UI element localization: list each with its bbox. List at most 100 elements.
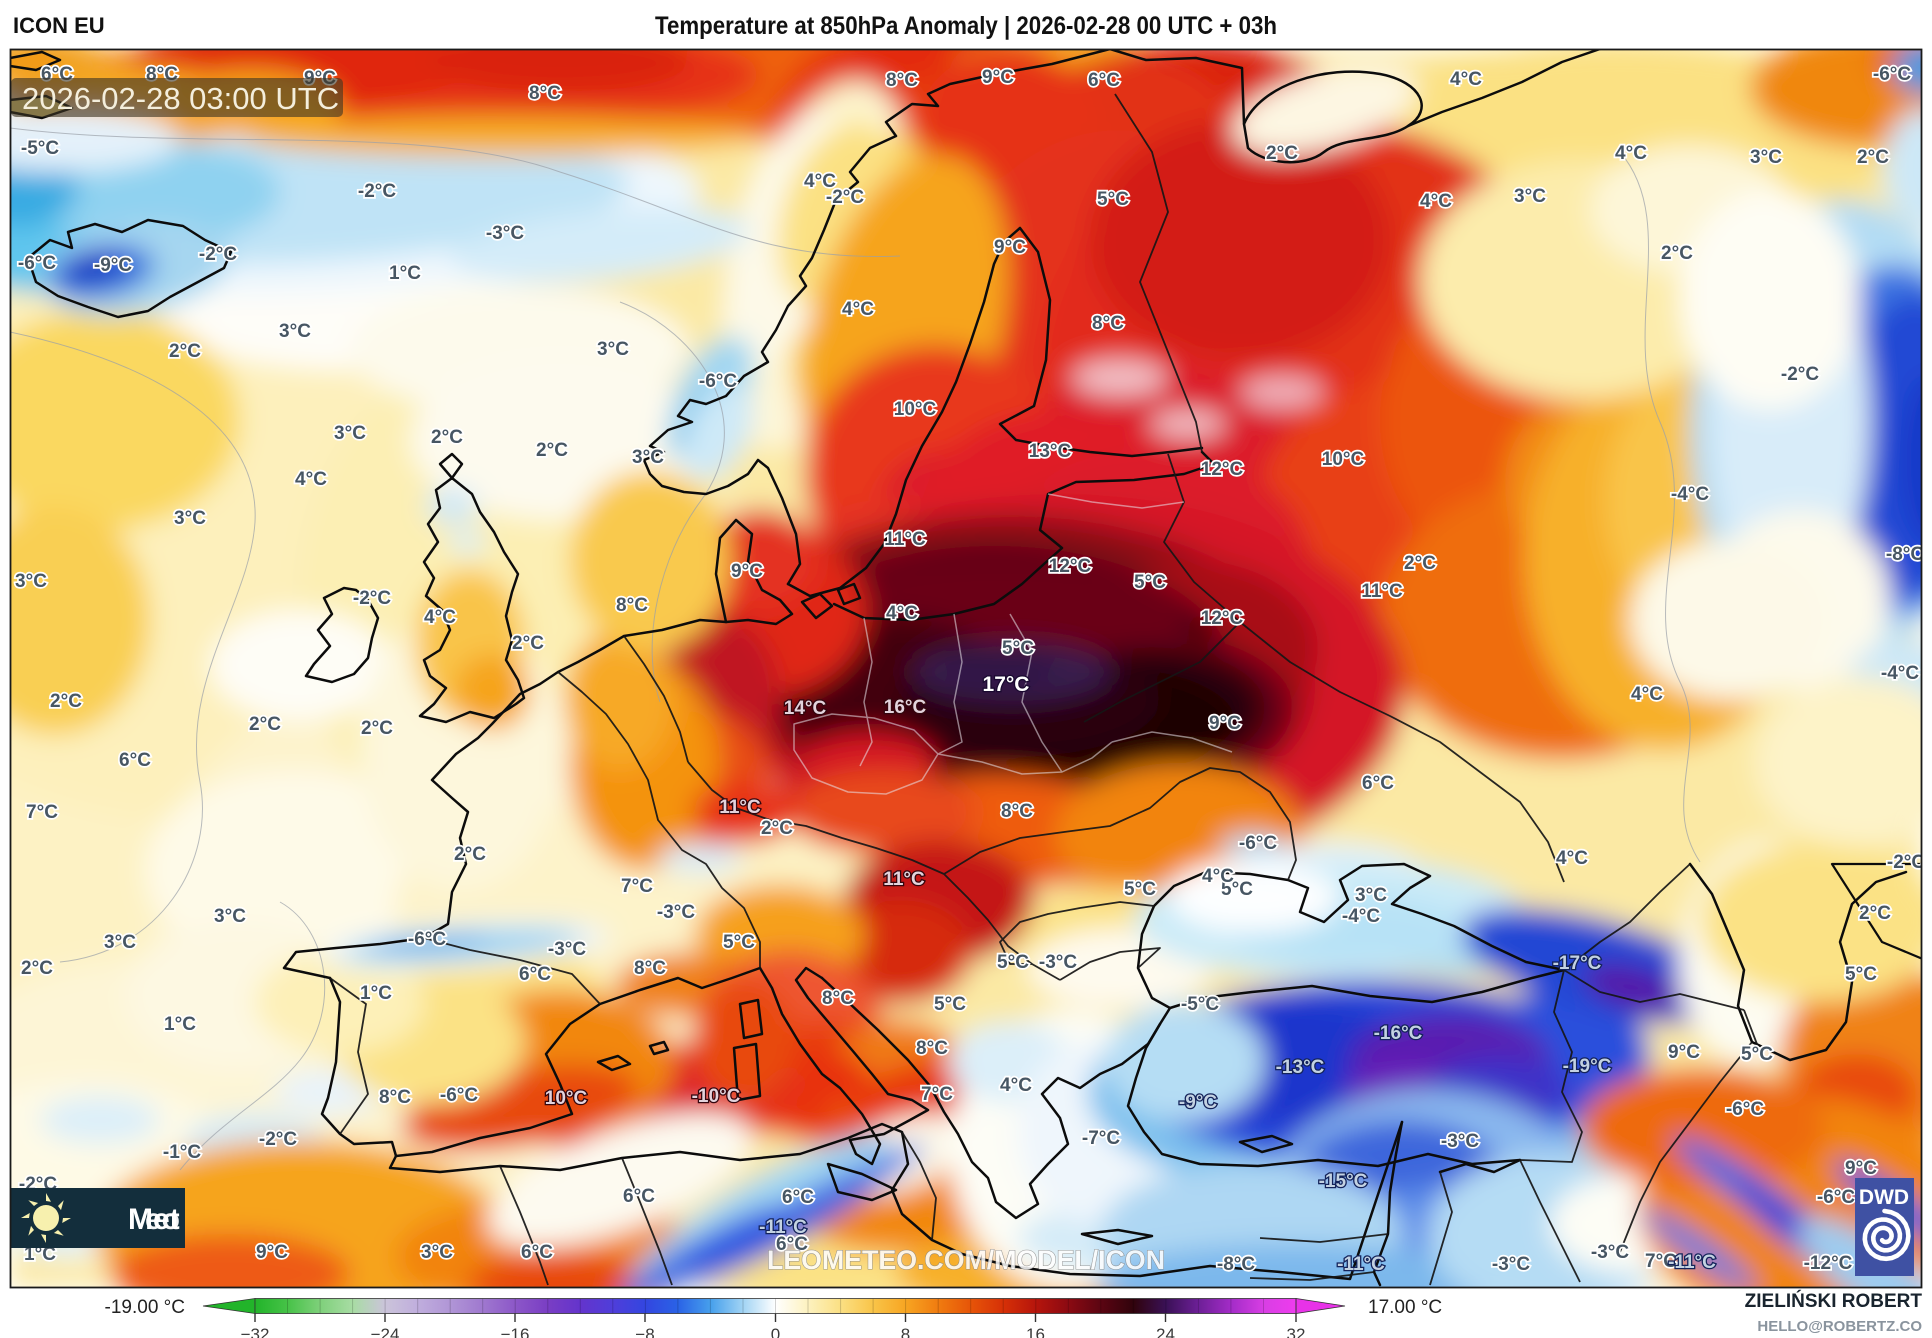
svg-text:11°C: 11°C xyxy=(884,529,926,550)
svg-text:5°C: 5°C xyxy=(723,932,755,953)
svg-text:HELLO@ROBERTZ.CO: HELLO@ROBERTZ.CO xyxy=(1757,1318,1922,1335)
svg-text:8°C: 8°C xyxy=(1001,801,1033,822)
svg-text:6°C: 6°C xyxy=(1362,773,1394,794)
svg-text:2°C: 2°C xyxy=(431,427,463,448)
svg-text:−24: −24 xyxy=(371,1325,400,1338)
svg-text:6°C: 6°C xyxy=(119,750,151,771)
svg-text:7°C: 7°C xyxy=(921,1084,953,1105)
svg-text:LEOMETEO.COM/MODEL/ICON: LEOMETEO.COM/MODEL/ICON xyxy=(767,1245,1165,1275)
svg-text:2026-02-28 03:00 UTC: 2026-02-28 03:00 UTC xyxy=(22,81,339,116)
svg-text:2°C: 2°C xyxy=(1859,903,1891,924)
svg-text:13°C: 13°C xyxy=(1029,441,1072,462)
svg-text:5°C: 5°C xyxy=(1124,879,1156,900)
svg-text:Temperature at 850hPa Anomaly: Temperature at 850hPa Anomaly | 2026-02-… xyxy=(655,12,1277,40)
svg-text:-3°C: -3°C xyxy=(1492,1254,1530,1275)
svg-text:3°C: 3°C xyxy=(15,571,47,592)
svg-text:6°C: 6°C xyxy=(519,964,551,985)
svg-text:-3°C: -3°C xyxy=(1441,1131,1479,1152)
svg-text:10°C: 10°C xyxy=(545,1088,588,1109)
svg-text:−16: −16 xyxy=(501,1325,530,1338)
svg-text:3°C: 3°C xyxy=(1355,885,1387,906)
svg-text:4°C: 4°C xyxy=(886,603,918,624)
svg-text:2°C: 2°C xyxy=(249,714,281,735)
svg-text:-10°C: -10°C xyxy=(692,1086,741,1107)
svg-text:-1°C: -1°C xyxy=(163,1142,201,1163)
svg-text:32: 32 xyxy=(1287,1325,1306,1338)
svg-text:9°C: 9°C xyxy=(1845,1158,1877,1179)
svg-text:3°C: 3°C xyxy=(104,932,136,953)
svg-text:2°C: 2°C xyxy=(1266,143,1298,164)
svg-text:Met: Met xyxy=(128,1203,180,1236)
svg-text:6°C: 6°C xyxy=(1088,70,1120,91)
svg-text:5°C: 5°C xyxy=(1221,879,1253,900)
svg-text:−8: −8 xyxy=(635,1325,654,1338)
svg-text:8°C: 8°C xyxy=(634,958,666,979)
svg-text:5°C: 5°C xyxy=(1845,964,1877,985)
svg-text:8: 8 xyxy=(901,1325,910,1338)
svg-text:2°C: 2°C xyxy=(761,818,793,839)
svg-text:5°C: 5°C xyxy=(1741,1044,1773,1065)
svg-text:1°C: 1°C xyxy=(360,983,392,1004)
svg-text:-3°C: -3°C xyxy=(1591,1242,1629,1263)
svg-text:-9°C: -9°C xyxy=(94,255,132,276)
svg-text:8°C: 8°C xyxy=(1092,313,1124,334)
svg-text:ICON EU: ICON EU xyxy=(13,13,105,38)
svg-text:-16°C: -16°C xyxy=(1374,1023,1423,1044)
svg-text:17.00 °C: 17.00 °C xyxy=(1368,1297,1442,1318)
svg-text:8°C: 8°C xyxy=(886,70,918,91)
svg-text:3°C: 3°C xyxy=(1750,147,1782,168)
svg-text:-6°C: -6°C xyxy=(1817,1187,1855,1208)
svg-text:-11°C: -11°C xyxy=(1337,1254,1385,1275)
svg-text:24: 24 xyxy=(1156,1325,1175,1338)
svg-text:-3°C: -3°C xyxy=(548,939,586,960)
svg-text:-8°C: -8°C xyxy=(1217,1254,1255,1275)
svg-text:-2°C: -2°C xyxy=(1781,364,1819,385)
svg-text:6°C: 6°C xyxy=(623,1186,655,1207)
svg-text:-6°C: -6°C xyxy=(18,253,56,274)
svg-text:2°C: 2°C xyxy=(1661,243,1693,264)
svg-text:-5°C: -5°C xyxy=(21,138,59,159)
svg-text:2°C: 2°C xyxy=(361,718,393,739)
svg-text:9°C: 9°C xyxy=(256,1242,288,1263)
svg-text:3°C: 3°C xyxy=(279,321,311,342)
svg-text:DWD: DWD xyxy=(1859,1186,1909,1209)
svg-text:2°C: 2°C xyxy=(1404,553,1436,574)
svg-text:16: 16 xyxy=(1026,1325,1045,1338)
svg-text:4°C: 4°C xyxy=(424,607,456,628)
svg-text:5°C: 5°C xyxy=(1134,572,1166,593)
svg-text:-6°C: -6°C xyxy=(1239,833,1277,854)
svg-text:-6°C: -6°C xyxy=(1726,1099,1764,1120)
svg-text:-6°C: -6°C xyxy=(1873,64,1911,85)
svg-text:11°C: 11°C xyxy=(719,797,761,818)
svg-text:4°C: 4°C xyxy=(295,469,327,490)
svg-text:-6°C: -6°C xyxy=(699,371,737,392)
svg-text:9°C: 9°C xyxy=(994,237,1026,258)
svg-text:12°C: 12°C xyxy=(1201,459,1244,480)
svg-text:3°C: 3°C xyxy=(421,1242,453,1263)
svg-text:-2°C: -2°C xyxy=(358,181,396,202)
svg-text:-6°C: -6°C xyxy=(408,929,446,950)
svg-text:1°C: 1°C xyxy=(164,1014,196,1035)
svg-text:-7°C: -7°C xyxy=(1082,1128,1120,1149)
svg-text:-3°C: -3°C xyxy=(1039,952,1077,973)
svg-text:2°C: 2°C xyxy=(454,844,486,865)
svg-text:-2°C: -2°C xyxy=(259,1129,297,1150)
svg-text:2°C: 2°C xyxy=(169,341,201,362)
svg-text:8°C: 8°C xyxy=(822,988,854,1009)
svg-text:-19.00 °C: -19.00 °C xyxy=(105,1297,185,1318)
svg-text:7°C: 7°C xyxy=(621,876,653,897)
svg-text:6°C: 6°C xyxy=(521,1242,553,1263)
svg-text:-19°C: -19°C xyxy=(1563,1056,1612,1077)
svg-text:7°C: 7°C xyxy=(26,802,58,823)
svg-text:-5°C: -5°C xyxy=(1181,994,1219,1015)
svg-text:10°C: 10°C xyxy=(1322,449,1365,470)
svg-text:3°C: 3°C xyxy=(214,906,246,927)
svg-text:3°C: 3°C xyxy=(1514,186,1546,207)
svg-text:6°C: 6°C xyxy=(776,1234,808,1255)
svg-text:-4°C: -4°C xyxy=(1342,906,1380,927)
svg-text:5°C: 5°C xyxy=(1002,638,1034,659)
svg-text:-4°C: -4°C xyxy=(1881,663,1919,684)
svg-text:4°C: 4°C xyxy=(1615,143,1647,164)
svg-text:4°C: 4°C xyxy=(1202,866,1234,887)
svg-text:0: 0 xyxy=(771,1325,780,1338)
